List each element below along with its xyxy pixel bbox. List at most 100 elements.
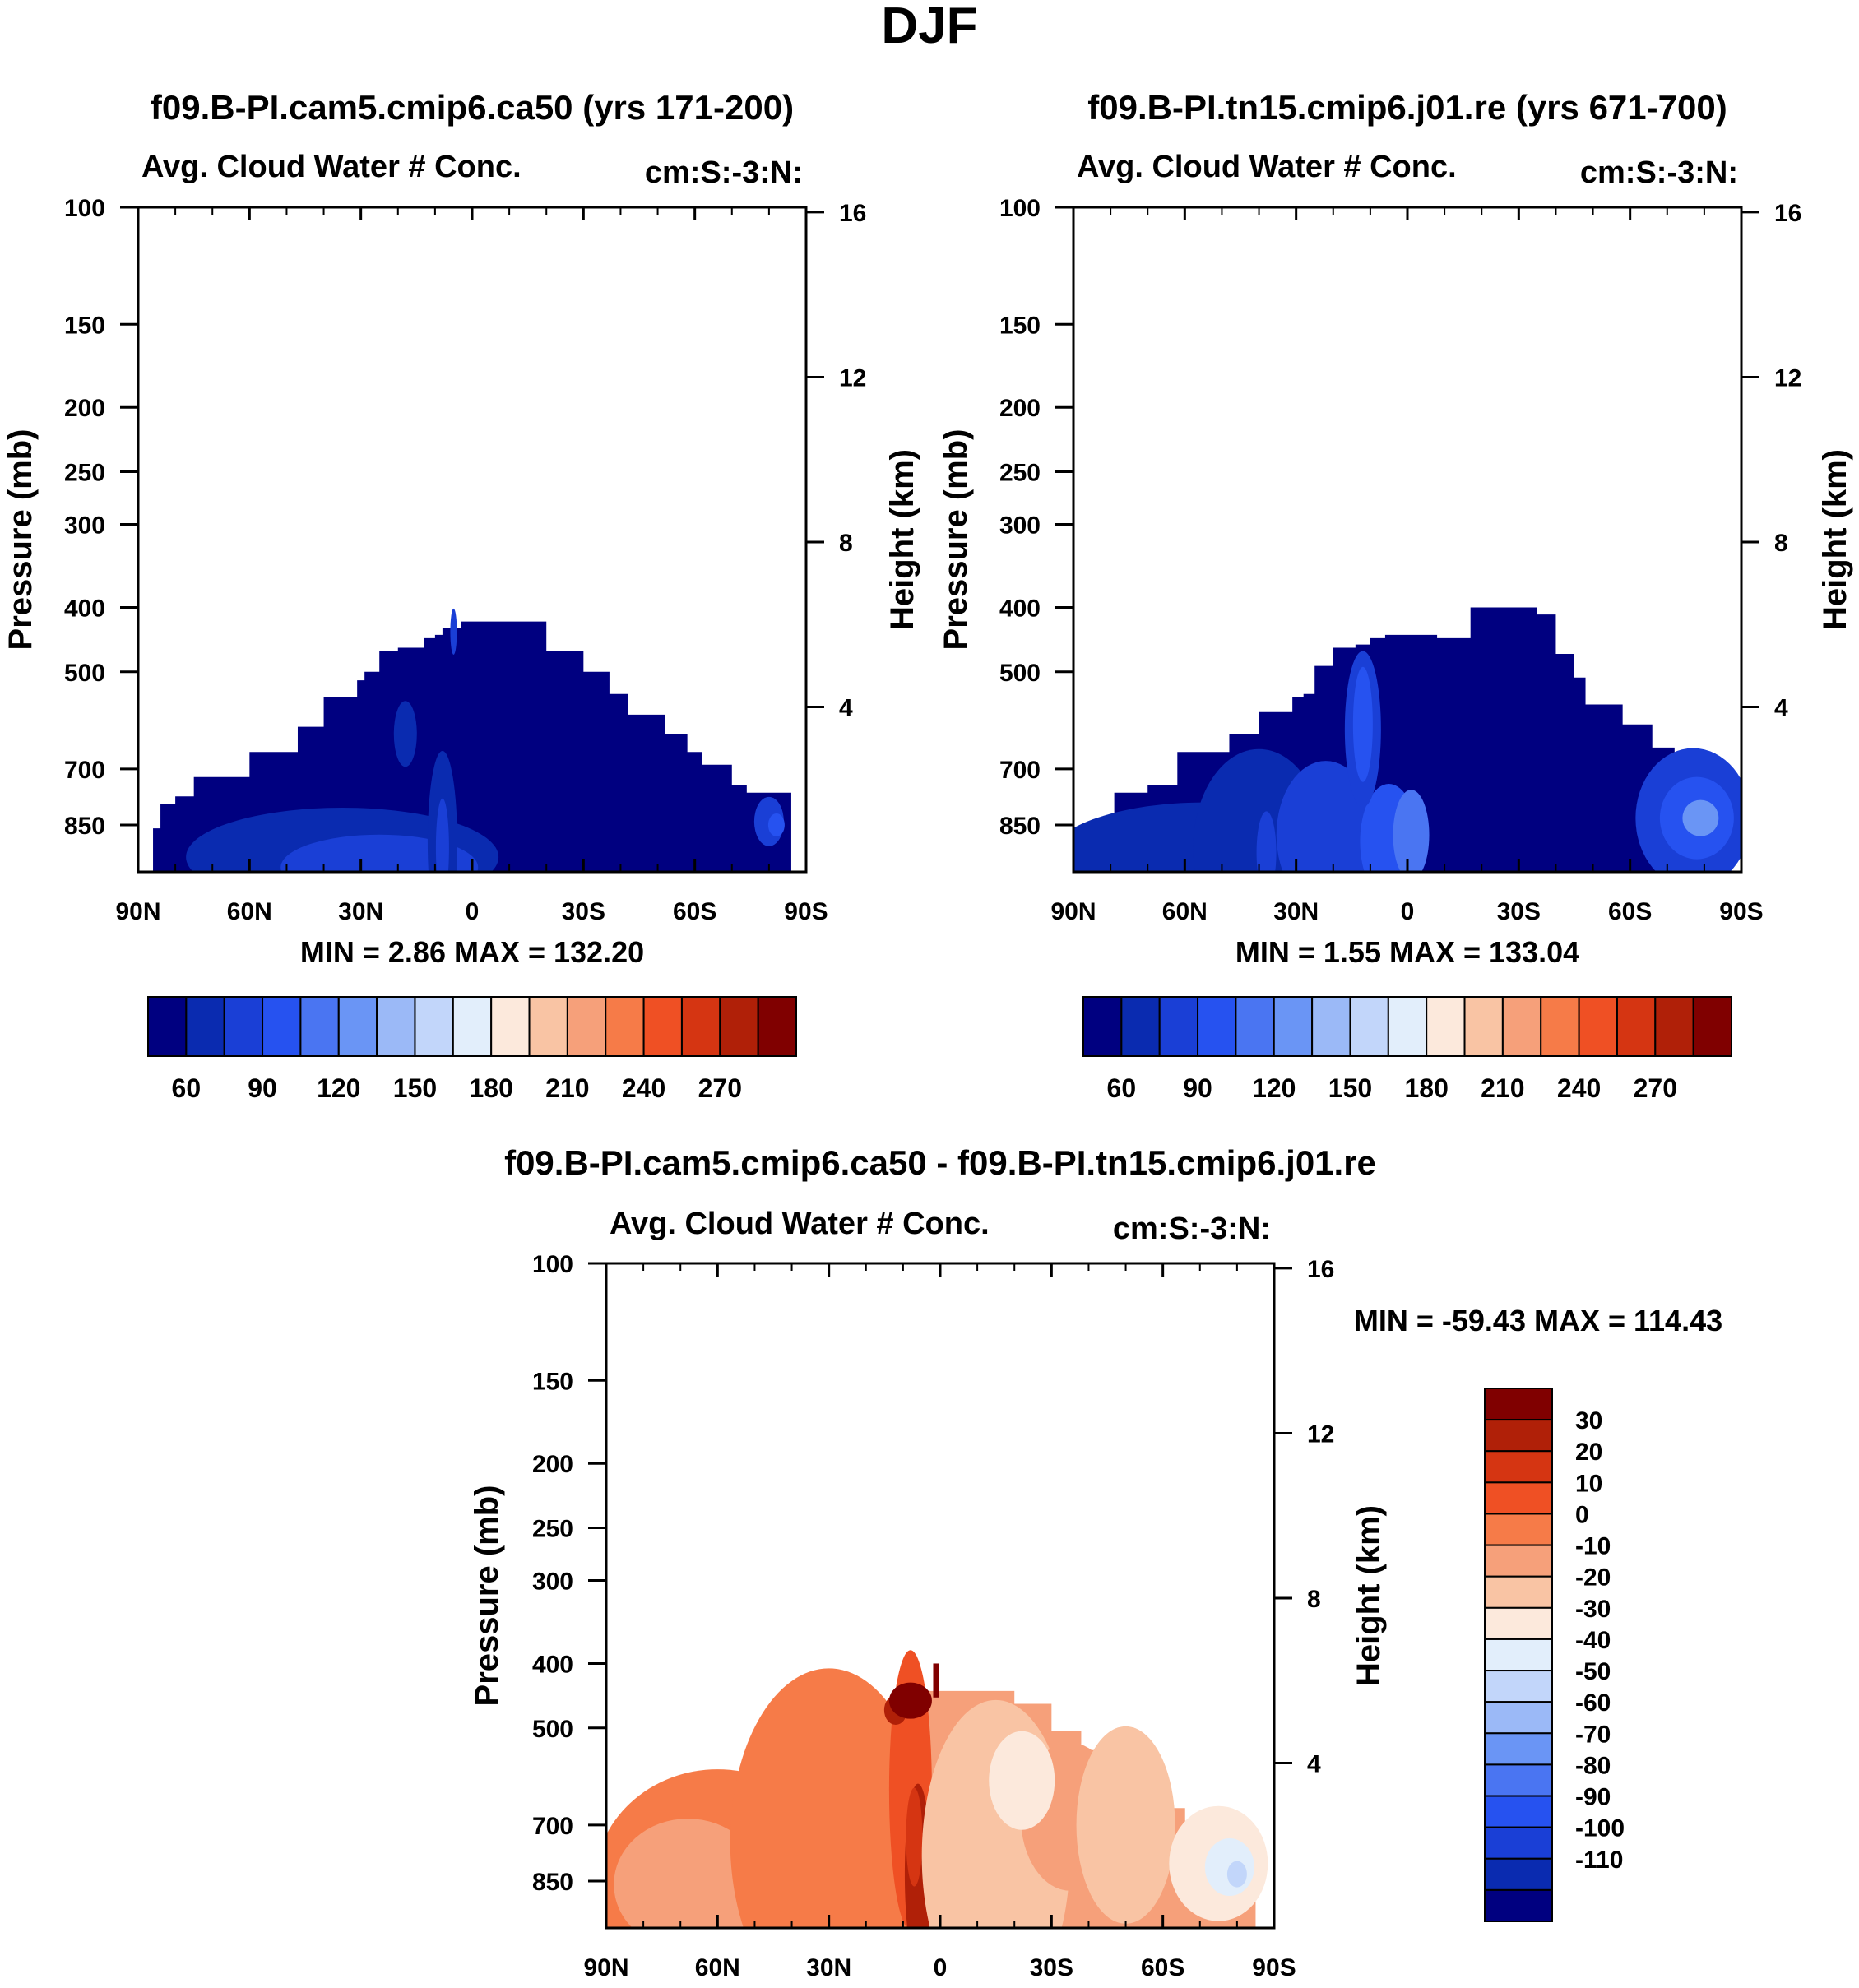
colorbar-box xyxy=(1484,1419,1553,1453)
colorbar-box xyxy=(185,996,225,1057)
colorbar-box xyxy=(1501,996,1542,1057)
field-region xyxy=(1393,790,1430,872)
colorbar-box xyxy=(1484,1826,1553,1860)
colorbar-box xyxy=(605,996,645,1057)
colorbar-box xyxy=(1387,996,1428,1057)
colorbar-box xyxy=(1484,1888,1553,1922)
min-max-stats: MIN = -59.43 MAX = 114.43 xyxy=(1354,1304,1722,1337)
colorbar-box xyxy=(1197,996,1237,1057)
height-tick-label: 16 xyxy=(839,200,866,227)
pressure-tick-label: 250 xyxy=(532,1516,573,1543)
colorbar-box xyxy=(1484,1481,1553,1515)
panel-title: f09.B-PI.tn15.cmip6.j01.re (yrs 671-700) xyxy=(1087,88,1727,127)
colorbar-box xyxy=(1311,996,1351,1057)
x-tick-label: 30S xyxy=(562,898,605,925)
colorbar-box xyxy=(1484,1701,1553,1735)
colorbar-label: -100 xyxy=(1575,1815,1625,1842)
x-tick-label: 60N xyxy=(695,1954,740,1981)
colorbar-box xyxy=(490,996,531,1057)
height-tick-label: 4 xyxy=(839,694,853,721)
colorbar-box xyxy=(642,996,683,1057)
plot-axes: 90N 60N 30N 0 30S 60S 90S 100 150 200 250 300 400 500… xyxy=(532,1251,1334,1981)
colorbar-label: 150 xyxy=(1328,1073,1372,1103)
colorbar-box xyxy=(1273,996,1314,1057)
variable-label: Avg. Cloud Water # Conc. xyxy=(610,1207,990,1241)
colorbar-box xyxy=(337,996,378,1057)
field-region xyxy=(933,1663,939,1698)
x-tick-label: 90N xyxy=(583,1954,628,1981)
pressure-tick-label: 200 xyxy=(532,1451,573,1478)
field-region xyxy=(435,798,449,872)
colorbar: 60 90 120 150 180 210 240 270 xyxy=(1082,996,1732,1103)
colorbar-label: 120 xyxy=(317,1073,360,1103)
x-tick-label: 30S xyxy=(1030,1954,1073,1981)
pressure-tick-label: 700 xyxy=(64,757,105,784)
contour-field xyxy=(153,608,791,872)
colorbar-label: 10 xyxy=(1575,1470,1602,1497)
height-tick-label: 16 xyxy=(1774,200,1801,227)
colorbar-label: -10 xyxy=(1575,1533,1611,1560)
colorbar-label: 270 xyxy=(698,1073,742,1103)
field-region xyxy=(1276,761,1375,872)
pressure-tick-label: 300 xyxy=(532,1569,573,1596)
x-tick-label: 30S xyxy=(1497,898,1541,925)
pressure-tick-label: 500 xyxy=(532,1716,573,1743)
x-tick-label: 30N xyxy=(338,898,383,925)
colorbar-label: -110 xyxy=(1575,1847,1623,1874)
variable-label: Avg. Cloud Water # Conc. xyxy=(1077,150,1457,184)
plot-axes: 90N 60N 30N 0 30S 60S 90S 100 150 200 250 300 400 500… xyxy=(64,195,866,925)
height-tick-label: 8 xyxy=(1307,1586,1321,1613)
colorbar-box xyxy=(1484,1670,1553,1703)
colorbar-label: 150 xyxy=(393,1073,437,1103)
field-region xyxy=(614,1819,763,1928)
min-max-stats: MIN = 1.55 MAX = 133.04 xyxy=(1235,935,1579,969)
units-label: cm:S:-3:N: xyxy=(1113,1212,1271,1246)
units-label: cm:S:-3:N: xyxy=(645,155,803,190)
field-region xyxy=(1076,1726,1175,1924)
colorbar-label: -60 xyxy=(1575,1689,1611,1717)
pressure-axis-label: Pressure (mb) xyxy=(469,1485,505,1707)
height-axis-label: Height (km) xyxy=(884,449,920,630)
colorbar-label: -40 xyxy=(1575,1627,1611,1654)
colorbar-box xyxy=(1158,996,1199,1057)
pressure-tick-label: 700 xyxy=(999,757,1041,784)
pressure-tick-label: 850 xyxy=(64,813,105,840)
colorbar-label: 240 xyxy=(1557,1073,1601,1103)
colorbar-box xyxy=(1463,996,1504,1057)
colorbar-box xyxy=(1120,996,1161,1057)
colorbar-box xyxy=(1484,1795,1553,1828)
height-axis-label: Height (km) xyxy=(1351,1505,1387,1686)
panel-top-left: f09.B-PI.cam5.cmip6.ca50 (yrs 171-200) A… xyxy=(2,88,920,1103)
pressure-tick-label: 150 xyxy=(64,312,105,339)
colorbar-box xyxy=(1484,1638,1553,1672)
colorbar-label: 90 xyxy=(1183,1073,1212,1103)
height-axis-label: Height (km) xyxy=(1817,449,1853,630)
pressure-tick-label: 500 xyxy=(64,660,105,687)
panel-top-right: f09.B-PI.tn15.cmip6.j01.re (yrs 671-700)… xyxy=(938,88,1853,1103)
pressure-axis-label: Pressure (mb) xyxy=(938,429,974,651)
colorbar-box xyxy=(528,996,568,1057)
height-tick-label: 8 xyxy=(839,530,853,557)
x-tick-label: 0 xyxy=(1401,898,1415,925)
field-region xyxy=(888,1682,932,1719)
colorbar-box xyxy=(1484,1763,1553,1797)
colorbar-label: 180 xyxy=(469,1073,512,1103)
height-tick-label: 4 xyxy=(1774,694,1788,721)
contour-field xyxy=(606,1650,1268,1928)
height-tick-label: 16 xyxy=(1307,1256,1334,1283)
pressure-tick-label: 200 xyxy=(64,395,105,422)
colorbar-box xyxy=(1082,996,1123,1057)
colorbar-box xyxy=(299,996,340,1057)
height-tick-label: 4 xyxy=(1307,1750,1321,1777)
field-region xyxy=(1256,811,1277,872)
colorbar-box xyxy=(1349,996,1389,1057)
colorbar-label: 120 xyxy=(1252,1073,1296,1103)
panel-difference: f09.B-PI.cam5.cmip6.ca50 - f09.B-PI.tn15… xyxy=(469,1143,1722,1981)
x-tick-label: 30N xyxy=(806,1954,851,1981)
colorbar-label: 180 xyxy=(1404,1073,1448,1103)
height-tick-label: 12 xyxy=(839,364,866,392)
pressure-tick-label: 400 xyxy=(999,595,1041,622)
pressure-tick-label: 700 xyxy=(532,1813,573,1840)
colorbar-box xyxy=(1692,996,1732,1057)
